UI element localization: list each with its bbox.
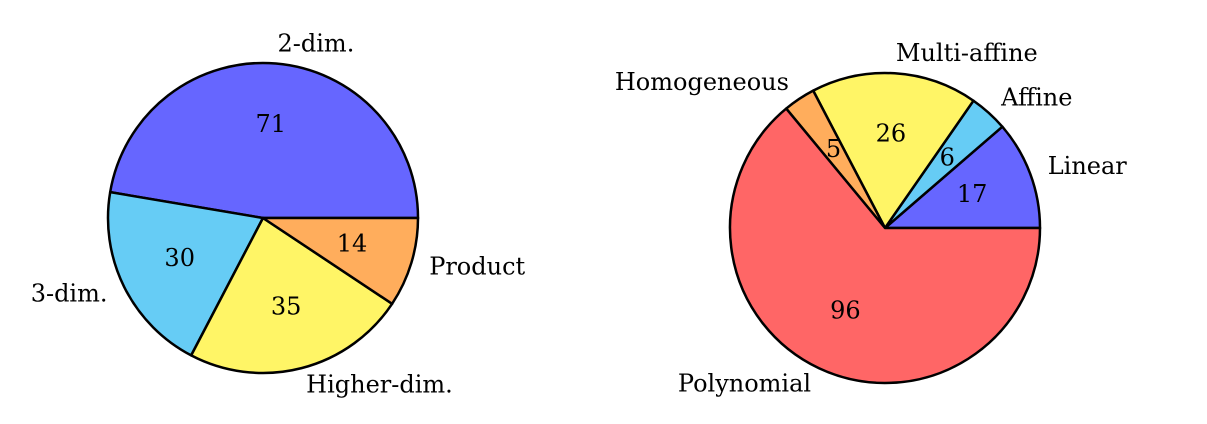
pie-slice bbox=[189, 216, 394, 375]
value-label: 35 bbox=[271, 293, 302, 321]
slice-label: Polynomial bbox=[678, 370, 811, 398]
pie-slice bbox=[108, 61, 420, 220]
value-label: 26 bbox=[876, 120, 907, 148]
value-label: 14 bbox=[337, 229, 368, 257]
value-label: 71 bbox=[256, 110, 287, 138]
slice-label: Affine bbox=[1000, 83, 1072, 111]
value-label: 17 bbox=[957, 180, 988, 208]
slice-label: Homogeneous bbox=[615, 68, 789, 96]
value-label: 30 bbox=[164, 244, 195, 272]
value-label: 96 bbox=[830, 297, 861, 325]
slice-label: Product bbox=[429, 253, 525, 281]
slice-label: Higher-dim. bbox=[306, 371, 453, 399]
slice-label: Linear bbox=[1048, 152, 1128, 180]
slice-label: 2-dim. bbox=[278, 30, 355, 58]
slice-label: Multi-affine bbox=[896, 39, 1038, 67]
pie-slice bbox=[728, 107, 1042, 385]
pie-slice bbox=[106, 190, 265, 357]
pie-slice bbox=[883, 125, 1042, 230]
pie-slice bbox=[811, 71, 975, 230]
value-label: 5 bbox=[826, 135, 841, 163]
slice-label: 3-dim. bbox=[31, 280, 108, 308]
pie-slice bbox=[261, 216, 420, 306]
value-label: 6 bbox=[940, 143, 955, 171]
